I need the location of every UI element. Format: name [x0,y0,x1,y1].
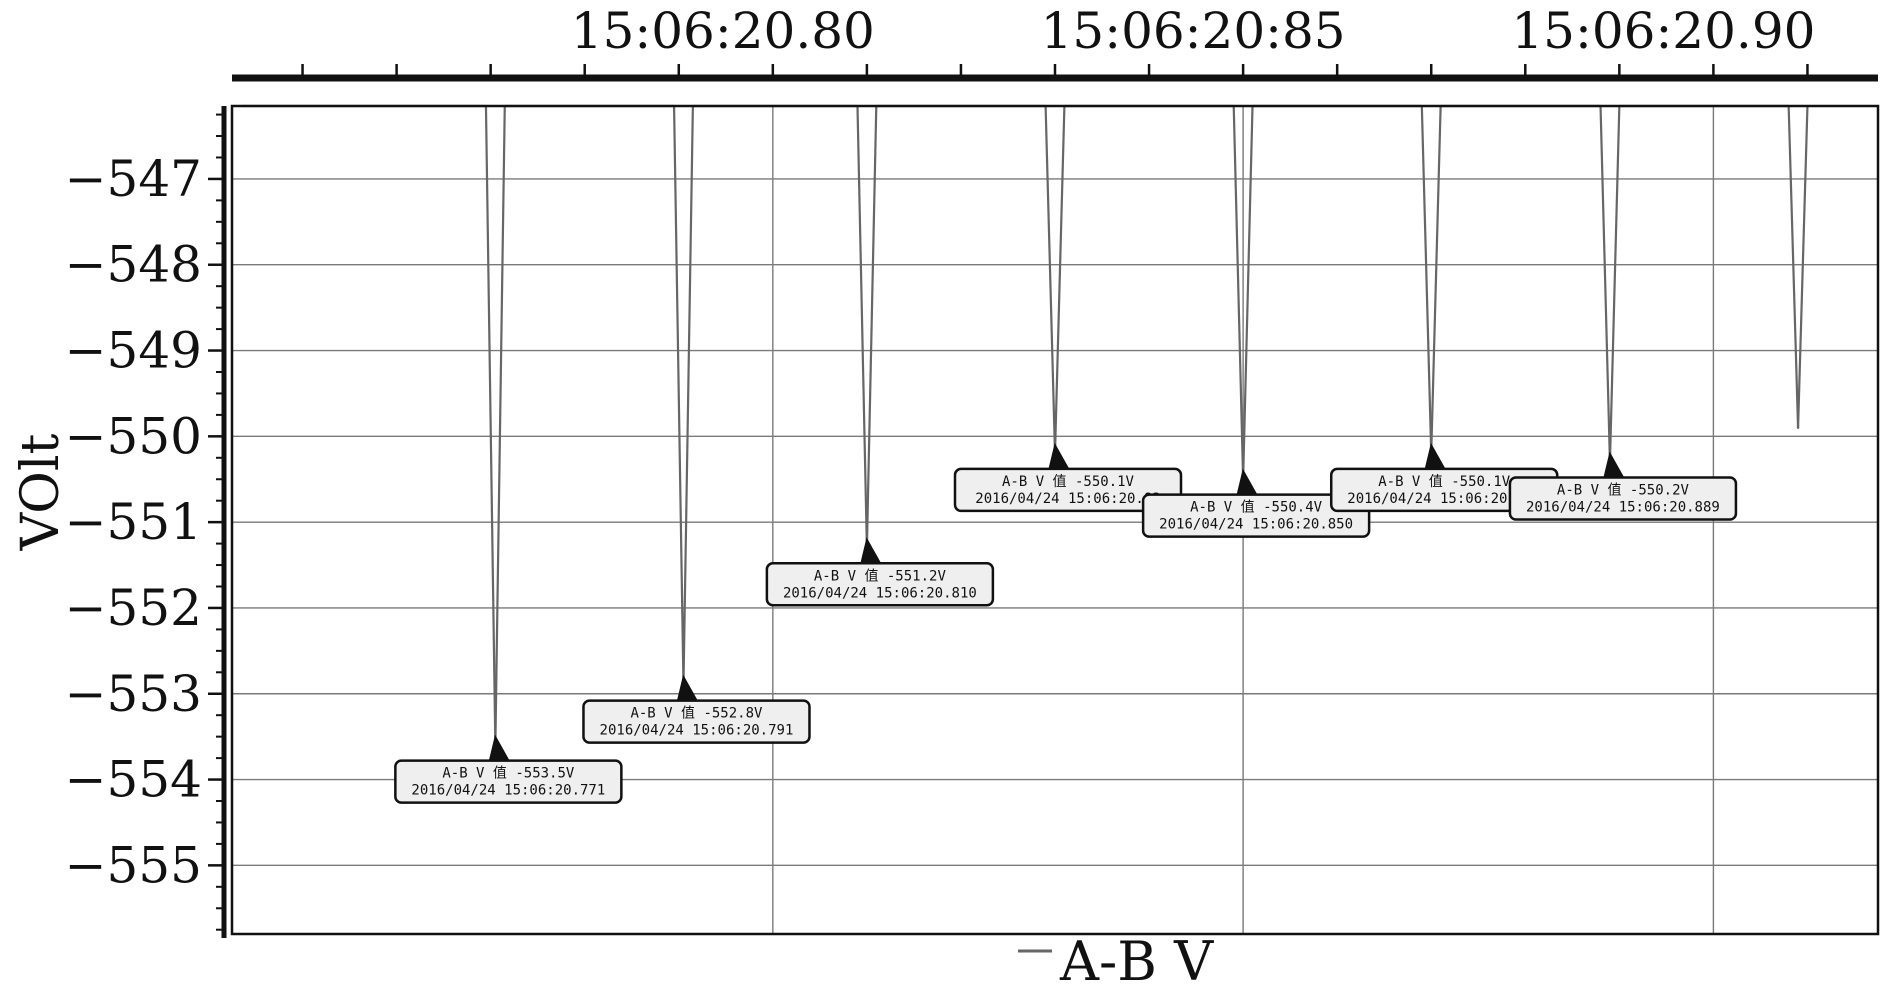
annotation-timestamp: 2016/04/24 15:06:20.771 [411,783,605,799]
series-segment [1242,105,1254,480]
series-segment [856,105,868,548]
series-segment [1053,105,1066,454]
annotation-pointer [1236,468,1259,497]
annotation-value: A-B V 值 -552.8V [630,706,763,722]
annotation-pointer [676,674,699,703]
series-segment [1430,105,1442,454]
series-segment [672,105,685,686]
y-tick-label: −552 [65,579,202,637]
y-axis: −547 −548 −549 −550 −551 −552 −553 −554 −555 [65,113,224,931]
annotation-value: A-B V 值 -551.2V [814,568,947,584]
annotation-box [1508,476,1738,521]
series-segment [865,105,878,548]
annotation-value: A-B V 值 -550.1V [1378,474,1511,490]
y-tick-label: −547 [65,150,202,208]
annotation-timestamp: 2016/04/24 15:06:20.889 [1526,500,1720,516]
annotation-box [582,699,811,744]
y-tick-label: −554 [65,751,202,809]
legend-label: A-B V [1059,930,1214,992]
annotation-timestamp: 2016/04/24 15:06:20.870 [1347,491,1541,507]
annotation-box [394,759,623,804]
plot-border [230,104,1880,936]
series-group [241,104,1809,747]
series-segment [1420,105,1433,454]
annotation-box [765,562,995,607]
annotation-value: A-B V 值 -553.5V [442,766,575,782]
series-segment [1599,105,1612,463]
annotation-timestamp: 2016/04/24 15:06:20.850 [1159,517,1353,533]
x-tick-label: 15:06:20:85 [1041,2,1346,60]
series-segment [484,105,497,746]
y-tick-label: −551 [65,493,202,551]
annotation-box [953,467,1183,513]
annotation-value: A-B V 值 -550.2V [1557,483,1690,499]
x-tick-label: 15:06:20.80 [571,2,875,60]
series-segment [1044,105,1057,454]
grid [232,106,1878,934]
legend: A-B V [1018,930,1214,992]
x-tick-label: 15:06:20.90 [1511,2,1815,60]
series-segment [1796,105,1809,428]
y-tick-label: −550 [65,407,202,465]
annotation-timestamp: 2016/04/24 15:06:20.83 [975,491,1160,507]
y-tick-label: −553 [65,665,202,723]
annotation-pointer [859,537,883,566]
annotation-value: A-B V 值 -550.1V [1002,474,1135,490]
data-point [1796,426,1800,429]
annotation-timestamp: 2016/04/24 15:06:20.810 [783,585,977,601]
annotation-pointer [1048,442,1071,471]
annotation-pointer [1424,442,1447,471]
y-axis-label: VOlt [11,433,71,551]
series-segment [1232,105,1245,480]
x-axis: 15:06:20.80 15:06:20:85 15:06:20.90 [232,2,1878,82]
annotation-pointer [488,734,511,763]
series-segment [1787,105,1800,428]
annotation-timestamp: 2016/04/24 15:06:20.791 [600,723,794,739]
series-segment [1608,105,1621,463]
y-tick-label: −549 [65,322,202,380]
annotation-box [1141,493,1371,538]
y-tick-label: −548 [65,236,202,294]
annotation-pointer [1602,451,1626,480]
series-segment [682,105,694,686]
series-segment [494,105,506,746]
y-tick-label: −555 [65,836,202,894]
annotation-value: A-B V 值 -550.4V [1190,500,1323,516]
